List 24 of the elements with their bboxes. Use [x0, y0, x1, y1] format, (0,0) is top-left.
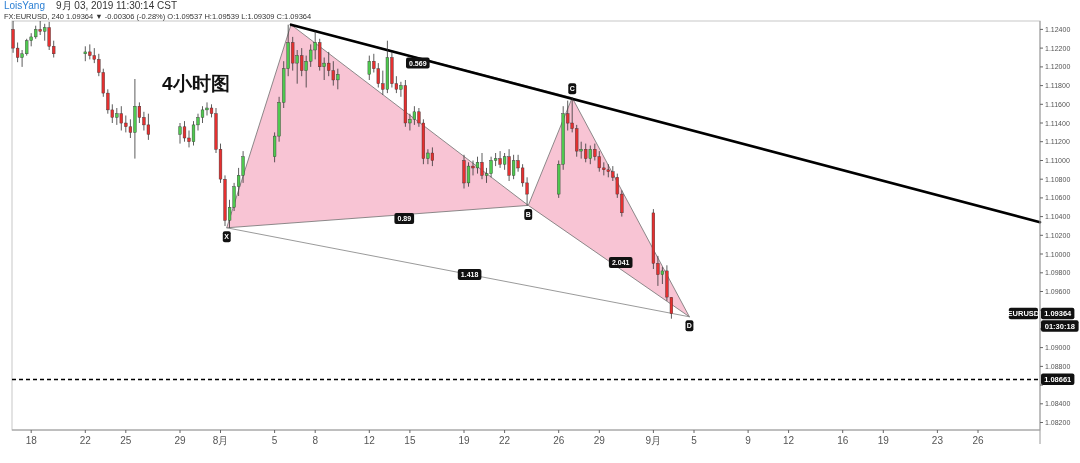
x-tick-label: 8月 — [212, 435, 229, 446]
x-tick-label: 22 — [499, 435, 511, 446]
x-tick-label: 19 — [458, 435, 470, 446]
x-tick-label: 19 — [877, 435, 890, 446]
x-tick-label: 15 — [404, 435, 416, 446]
x-tick-label: 26 — [972, 435, 984, 446]
x-tick-label: 25 — [120, 435, 132, 446]
x-tick-label: 29 — [593, 435, 606, 446]
annotation: 4小时图 — [162, 73, 230, 94]
x-tick-label: 23 — [931, 435, 944, 446]
x-tick-label: 12 — [783, 435, 795, 446]
x-tick-label: 18 — [25, 435, 38, 446]
x-tick-label: 9月 — [645, 435, 662, 446]
x-tick-label: 29 — [174, 435, 186, 446]
x-tick-label: 16 — [837, 435, 849, 446]
x-tick-label: 22 — [79, 435, 92, 446]
x-tick-label: 12 — [363, 435, 376, 446]
x-tick-label: 26 — [553, 435, 565, 446]
x-tick-label: 8 — [312, 435, 319, 446]
x-tick-label: 5 — [691, 435, 698, 446]
text: LoisYang — [4, 0, 45, 11]
text: 9月 03, 2019 11:30:14 CST — [56, 0, 178, 11]
x-tick-label: 5 — [271, 435, 278, 446]
x-tick-label: 9 — [745, 435, 752, 446]
